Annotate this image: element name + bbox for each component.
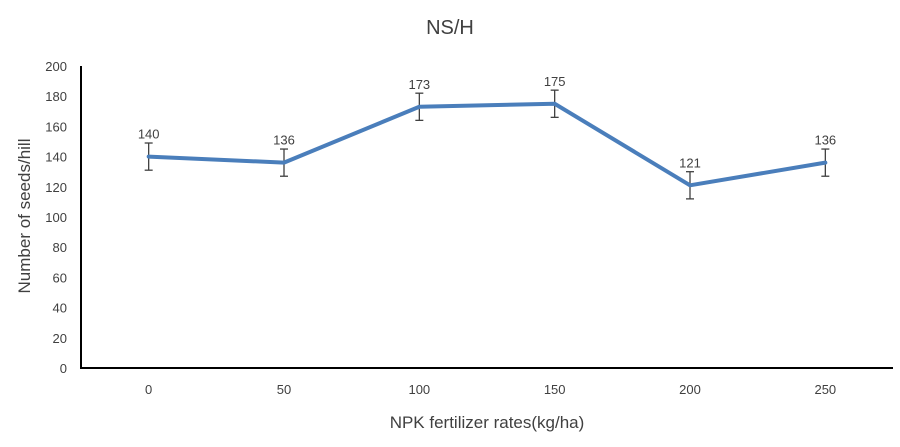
y-tick-label: 0	[60, 361, 67, 376]
data-label: 140	[138, 127, 160, 142]
data-label: 121	[679, 155, 701, 170]
x-tick-label: 150	[544, 382, 566, 397]
y-tick-label: 120	[45, 180, 67, 195]
series-line	[146, 101, 828, 188]
y-tick-label: 140	[45, 150, 67, 165]
x-tick-label: 50	[277, 382, 291, 397]
y-tick-label: 180	[45, 89, 67, 104]
y-tick-label: 40	[53, 301, 67, 316]
x-tick-label: 0	[145, 382, 152, 397]
x-tick-label: 200	[679, 382, 701, 397]
y-axis-label: Number of seeds/hill	[15, 139, 34, 294]
chart-title: NS/H	[426, 17, 474, 39]
y-tick-label: 20	[53, 331, 67, 346]
data-label: 175	[544, 74, 566, 89]
y-tick-label: 160	[45, 119, 67, 134]
data-label: 136	[814, 133, 836, 148]
data-label: 136	[273, 133, 295, 148]
data-label: 173	[408, 77, 430, 92]
x-tick-label: 250	[814, 382, 836, 397]
y-tick-label: 80	[53, 240, 67, 255]
y-tick-label: 100	[45, 210, 67, 225]
x-axis-label: NPK fertilizer rates(kg/ha)	[390, 413, 585, 432]
y-tick-label: 200	[45, 59, 67, 74]
y-tick-label: 60	[53, 270, 67, 285]
x-tick-label: 100	[408, 382, 430, 397]
